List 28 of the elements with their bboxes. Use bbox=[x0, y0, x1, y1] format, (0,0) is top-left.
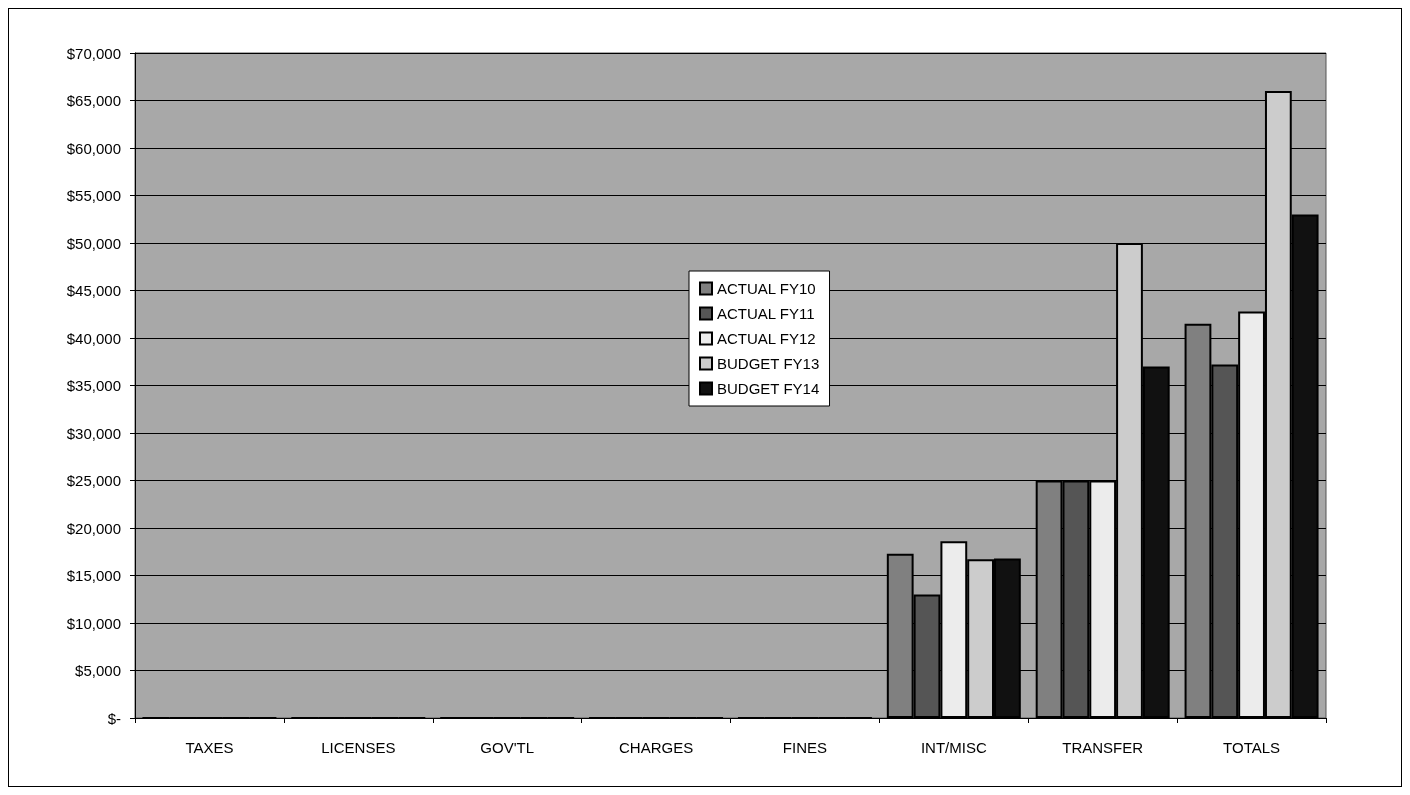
legend-label: ACTUAL FY10 bbox=[717, 280, 816, 297]
y-tick-label: $10,000 bbox=[66, 614, 121, 632]
legend-label: BUDGET FY14 bbox=[717, 380, 820, 397]
x-tick-label: TRANSFER bbox=[1062, 739, 1144, 756]
x-tick-label: FINES bbox=[782, 739, 828, 756]
y-tick-label: $60,000 bbox=[66, 139, 121, 157]
legend-label: ACTUAL FY12 bbox=[717, 330, 816, 347]
x-tick-label: TAXES bbox=[185, 739, 234, 756]
x-tick-label: TOTALS bbox=[1223, 739, 1281, 756]
y-tick-label: $25,000 bbox=[66, 472, 121, 489]
y-tick-label: $35,000 bbox=[66, 377, 121, 394]
y-tick-label: $20,000 bbox=[66, 519, 121, 537]
y-tick-label: $65,000 bbox=[66, 92, 121, 109]
x-tick-label: LICENSES bbox=[321, 739, 396, 756]
y-tick-label: $5,000 bbox=[75, 662, 121, 679]
x-tick-label: GOV'TL bbox=[480, 739, 535, 756]
y-tick-label: $55,000 bbox=[66, 187, 121, 204]
y-tick-label: $70,000 bbox=[66, 44, 121, 62]
legend-label: BUDGET FY13 bbox=[717, 355, 820, 372]
y-tick-label: $30,000 bbox=[66, 424, 121, 442]
y-tick-label: $15,000 bbox=[66, 567, 121, 584]
y-tick-label: $- bbox=[107, 709, 121, 727]
x-tick-label: INT/MISC bbox=[920, 739, 987, 756]
y-tick-label: $45,000 bbox=[66, 282, 121, 299]
y-tick-label: $40,000 bbox=[66, 329, 121, 347]
x-tick-label: CHARGES bbox=[618, 739, 694, 756]
legend-label: ACTUAL FY11 bbox=[717, 305, 815, 322]
y-tick-label: $50,000 bbox=[66, 234, 121, 252]
